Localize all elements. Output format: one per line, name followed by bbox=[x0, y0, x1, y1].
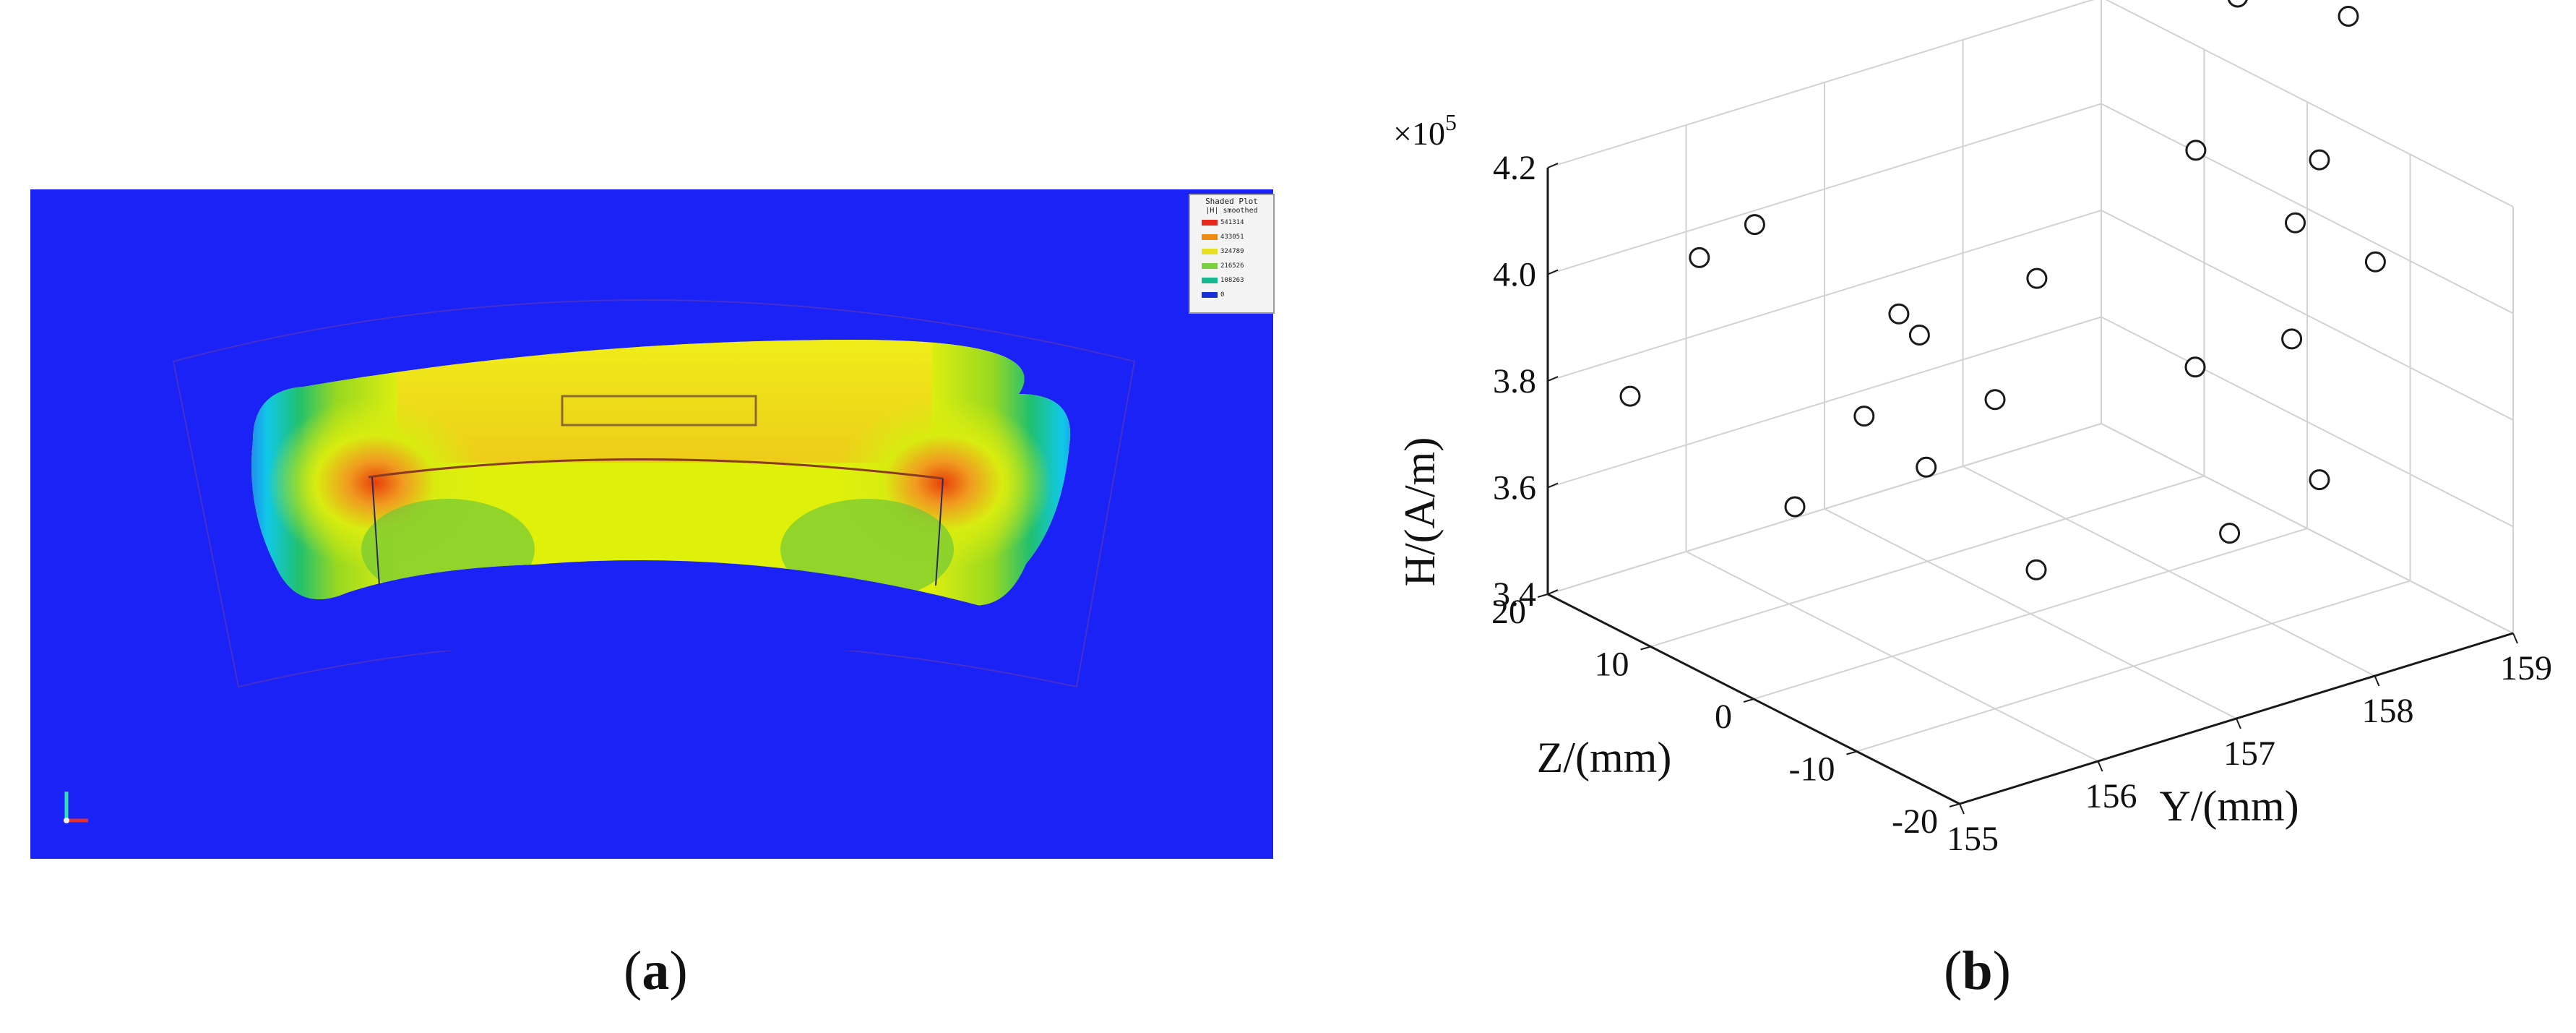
scatter-point bbox=[2364, 251, 2386, 273]
scatter-point bbox=[1916, 456, 1937, 478]
side-wall-grid-line bbox=[2101, 423, 2514, 634]
z-tick-label: 0 bbox=[1715, 698, 1732, 736]
scatter-point bbox=[1984, 389, 2006, 411]
scatter-points bbox=[1619, 0, 2386, 580]
h-tick-label: 3.4 bbox=[1493, 575, 1536, 614]
legend-swatch bbox=[1202, 234, 1218, 240]
back-wall-grid-line bbox=[1547, 210, 2102, 382]
legend-value: 541314 bbox=[1220, 219, 1244, 226]
scatter-point bbox=[2026, 267, 2048, 289]
legend-value: 0 bbox=[1220, 291, 1225, 299]
scatter-point bbox=[1784, 496, 1806, 518]
rotor-arc bbox=[275, 560, 1012, 651]
scatter-point bbox=[1689, 247, 1710, 268]
legend-subtitle: |H| smoothed bbox=[1205, 207, 1258, 215]
side-wall-grid-line bbox=[2101, 210, 2514, 421]
z-tick bbox=[1640, 646, 1651, 651]
y-tick bbox=[1959, 803, 1965, 815]
y-axis-label: Z/(mm) bbox=[1537, 734, 1672, 781]
z-multiplier-label: ×105 bbox=[1393, 109, 1457, 152]
back-wall-grid-line bbox=[1547, 423, 2102, 595]
side-wall-grid-line bbox=[2101, 103, 2514, 314]
legend-swatch bbox=[1202, 278, 1218, 283]
y-tick-label: 157 bbox=[2223, 734, 2275, 773]
panel-b-3d-scatter: 3.4 3.6 3.8 4.0 4.2 -20 -10 0 10 20 155 156 157 158 15… bbox=[1393, 0, 2552, 858]
floor-grid-line bbox=[1753, 528, 2308, 700]
scatter-point bbox=[2309, 149, 2330, 171]
y-tick bbox=[2097, 760, 2103, 772]
y-tick bbox=[2236, 718, 2241, 729]
legend-swatch bbox=[1202, 220, 1218, 226]
caption-a: (a) bbox=[624, 940, 688, 1001]
legend-swatch bbox=[1202, 249, 1218, 254]
scatter-point bbox=[2219, 523, 2241, 544]
scatter-point bbox=[2309, 469, 2330, 491]
sensor-region bbox=[561, 395, 757, 427]
grid-lines bbox=[1547, 0, 2514, 805]
y-tick-label: 159 bbox=[2500, 649, 2552, 687]
caption-b: (b) bbox=[1944, 940, 2011, 1001]
scatter-point bbox=[2227, 0, 2248, 8]
scatter-point bbox=[2338, 6, 2359, 27]
floor-grid-line bbox=[1856, 580, 2411, 753]
h-tick-label: 4.0 bbox=[1493, 256, 1536, 294]
h-tick bbox=[1547, 376, 1559, 382]
scatter-point bbox=[2184, 356, 2206, 378]
legend-value: 433051 bbox=[1220, 233, 1244, 241]
scatter-point bbox=[1908, 325, 1930, 346]
legend-title: Shaded Plot bbox=[1205, 197, 1258, 206]
h-tick bbox=[1547, 482, 1559, 489]
legend-value: 324789 bbox=[1220, 248, 1244, 255]
z-tick bbox=[1537, 593, 1548, 598]
h-tick bbox=[1547, 589, 1559, 595]
shaded-plot-legend: Shaded Plot |H| smoothed 541314 433051 324… bbox=[1189, 194, 1275, 314]
h-tick-label: 4.2 bbox=[1493, 149, 1536, 187]
panel-a-field-plot bbox=[30, 189, 1273, 859]
z-tick-label: 20 bbox=[1491, 593, 1526, 631]
legend-value: 216526 bbox=[1220, 262, 1244, 270]
axes bbox=[1537, 163, 2518, 815]
y-tick bbox=[2512, 633, 2518, 644]
scatter-point bbox=[2285, 212, 2306, 233]
z-tick-label: -20 bbox=[1892, 802, 1938, 841]
side-wall-grid-line bbox=[2101, 316, 2514, 528]
legend-swatch bbox=[1202, 292, 1218, 298]
h-tick bbox=[1547, 269, 1559, 275]
floor-grid-line bbox=[1650, 475, 2205, 648]
h-tick-label: 3.8 bbox=[1493, 362, 1536, 400]
back-wall-grid-line bbox=[1547, 0, 2095, 168]
h-tick bbox=[1547, 163, 1559, 168]
z-tick-label: 10 bbox=[1595, 646, 1629, 684]
y-tick-label: 155 bbox=[1947, 820, 1999, 858]
legend-swatch bbox=[1202, 263, 1218, 269]
x-axis-label: Y/(mm) bbox=[2159, 782, 2299, 830]
scatter-point bbox=[2185, 140, 2207, 161]
z-tick bbox=[1949, 803, 1960, 807]
z-axis-label: H/(A/m) bbox=[1396, 437, 1444, 587]
scatter-point bbox=[2281, 328, 2303, 350]
z-tick bbox=[1743, 698, 1754, 703]
y-tick-label: 156 bbox=[2085, 777, 2137, 815]
scatter-point bbox=[1744, 214, 1765, 236]
magnet-boundary bbox=[368, 458, 944, 480]
back-wall-grid-line bbox=[1547, 316, 2102, 489]
scatter-point bbox=[1888, 303, 1910, 325]
scatter-point bbox=[1853, 406, 1875, 427]
legend-value: 108263 bbox=[1220, 277, 1244, 284]
tick-labels: 3.4 3.6 3.8 4.0 4.2 -20 -10 0 10 20 155 156 157 158 15… bbox=[1491, 149, 2552, 858]
scatter-point bbox=[1619, 385, 1641, 407]
back-wall-grid-line bbox=[1547, 103, 2102, 275]
axis-triad-icon bbox=[64, 792, 88, 823]
side-wall-grid-line bbox=[2105, 0, 2514, 207]
y-tick bbox=[2374, 675, 2380, 687]
z-tick bbox=[1846, 750, 1857, 755]
z-tick-label: -10 bbox=[1789, 750, 1835, 789]
scatter-point bbox=[2025, 559, 2047, 580]
h-tick-label: 3.6 bbox=[1493, 469, 1536, 507]
magnet-region bbox=[251, 340, 1071, 606]
y-tick-label: 158 bbox=[2362, 692, 2414, 730]
